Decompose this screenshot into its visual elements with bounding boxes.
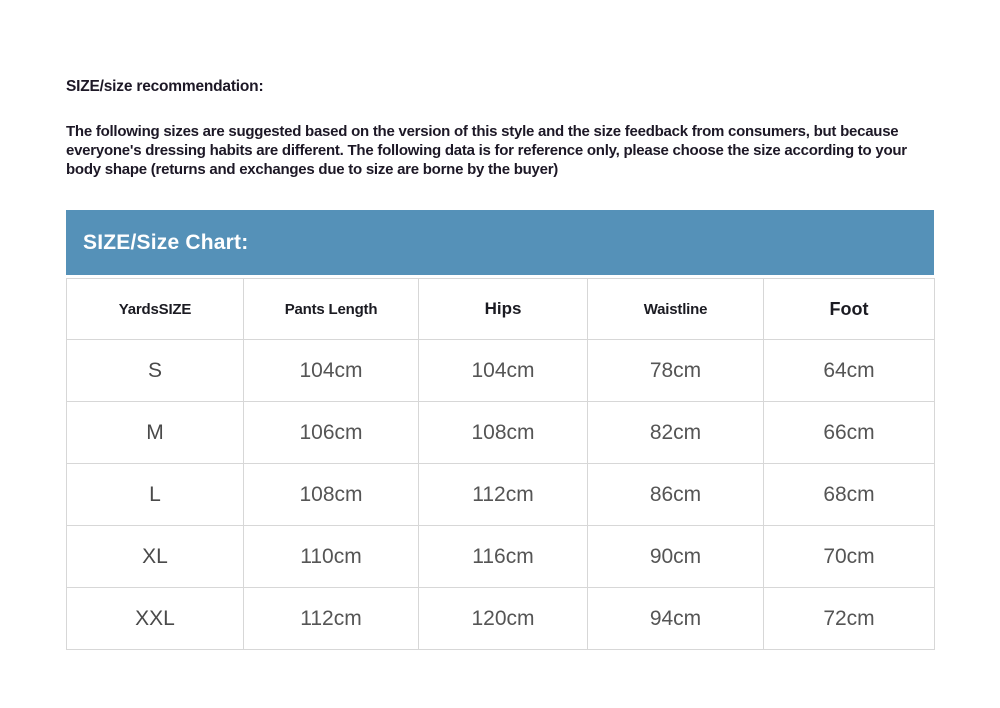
table-cell: 66cm (763, 401, 935, 464)
size-cell: XL (66, 525, 244, 588)
table-row-m: M 106cm 108cm 82cm 66cm (66, 401, 935, 464)
table-cell: 90cm (587, 525, 764, 588)
size-chart-table: YardsSIZE Pants Length Hips Waistline Fo… (66, 278, 935, 650)
column-header-size: YardsSIZE (66, 278, 244, 340)
table-row-xl: XL 110cm 116cm 90cm 70cm (66, 525, 935, 588)
table-row-l: L 108cm 112cm 86cm 68cm (66, 463, 935, 526)
table-cell: 64cm (763, 339, 935, 402)
table-cell: 68cm (763, 463, 935, 526)
table-cell: 116cm (418, 525, 588, 588)
column-header-pants-length: Pants Length (243, 278, 419, 340)
size-chart-title: SIZE/Size Chart: (83, 230, 249, 254)
table-cell: 112cm (243, 587, 419, 650)
size-cell: L (66, 463, 244, 526)
table-cell: 86cm (587, 463, 764, 526)
table-cell: 112cm (418, 463, 588, 526)
table-cell: 106cm (243, 401, 419, 464)
size-cell: M (66, 401, 244, 464)
table-cell: 94cm (587, 587, 764, 650)
table-cell: 108cm (418, 401, 588, 464)
content-column: SIZE/size recommendation: The following … (66, 0, 935, 650)
table-cell: 104cm (418, 339, 588, 402)
column-header-waistline: Waistline (587, 278, 764, 340)
size-cell: XXL (66, 587, 244, 650)
table-cell: 82cm (587, 401, 764, 464)
table-cell: 104cm (243, 339, 419, 402)
size-cell: S (66, 339, 244, 402)
table-cell: 110cm (243, 525, 419, 588)
intro-paragraph: The following sizes are suggested based … (66, 123, 907, 178)
table-cell: 120cm (418, 587, 588, 650)
table-row-s: S 104cm 104cm 78cm 64cm (66, 339, 935, 402)
table-cell: 108cm (243, 463, 419, 526)
table-header-row: YardsSIZE Pants Length Hips Waistline Fo… (66, 278, 935, 340)
table-cell: 78cm (587, 339, 764, 402)
column-header-hips: Hips (418, 278, 588, 340)
table-row-xxl: XXL 112cm 120cm 94cm 72cm (66, 587, 935, 650)
table-cell: 72cm (763, 587, 935, 650)
page-title: SIZE/size recommendation: (66, 78, 264, 95)
column-header-foot: Foot (763, 278, 935, 340)
table-cell: 70cm (763, 525, 935, 588)
size-chart-header-bar: SIZE/Size Chart: (66, 210, 934, 275)
